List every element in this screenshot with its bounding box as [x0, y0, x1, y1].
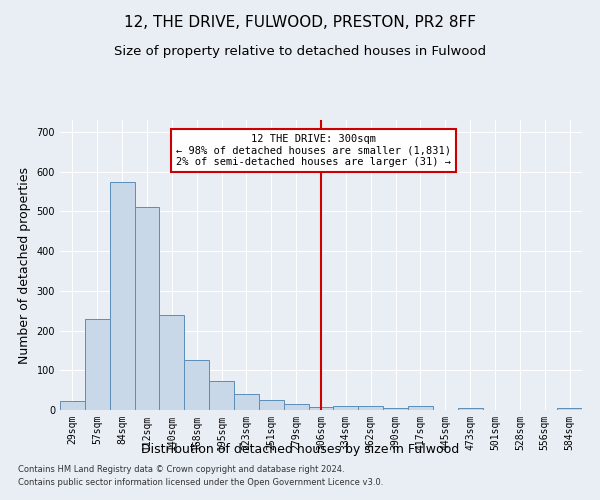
Bar: [209, 382, 234, 410]
Bar: [284, 404, 308, 410]
Bar: [408, 406, 433, 410]
Text: 12 THE DRIVE: 300sqm
← 98% of detached houses are smaller (1,831)
2% of semi-det: 12 THE DRIVE: 300sqm ← 98% of detached h…: [176, 134, 451, 167]
Bar: [358, 406, 383, 410]
Bar: [557, 408, 582, 410]
Bar: [134, 208, 160, 410]
Bar: [184, 360, 209, 410]
Bar: [259, 400, 284, 410]
Bar: [110, 182, 134, 410]
Text: Distribution of detached houses by size in Fulwood: Distribution of detached houses by size …: [141, 442, 459, 456]
Bar: [334, 406, 358, 410]
Text: 12, THE DRIVE, FULWOOD, PRESTON, PR2 8FF: 12, THE DRIVE, FULWOOD, PRESTON, PR2 8FF: [124, 15, 476, 30]
Text: Contains public sector information licensed under the Open Government Licence v3: Contains public sector information licen…: [18, 478, 383, 487]
Bar: [60, 402, 85, 410]
Bar: [458, 408, 482, 410]
Text: Contains HM Land Registry data © Crown copyright and database right 2024.: Contains HM Land Registry data © Crown c…: [18, 466, 344, 474]
Bar: [160, 316, 184, 410]
Text: Size of property relative to detached houses in Fulwood: Size of property relative to detached ho…: [114, 45, 486, 58]
Bar: [234, 394, 259, 410]
Bar: [383, 408, 408, 410]
Bar: [85, 320, 110, 410]
Bar: [308, 407, 334, 410]
Y-axis label: Number of detached properties: Number of detached properties: [18, 166, 31, 364]
